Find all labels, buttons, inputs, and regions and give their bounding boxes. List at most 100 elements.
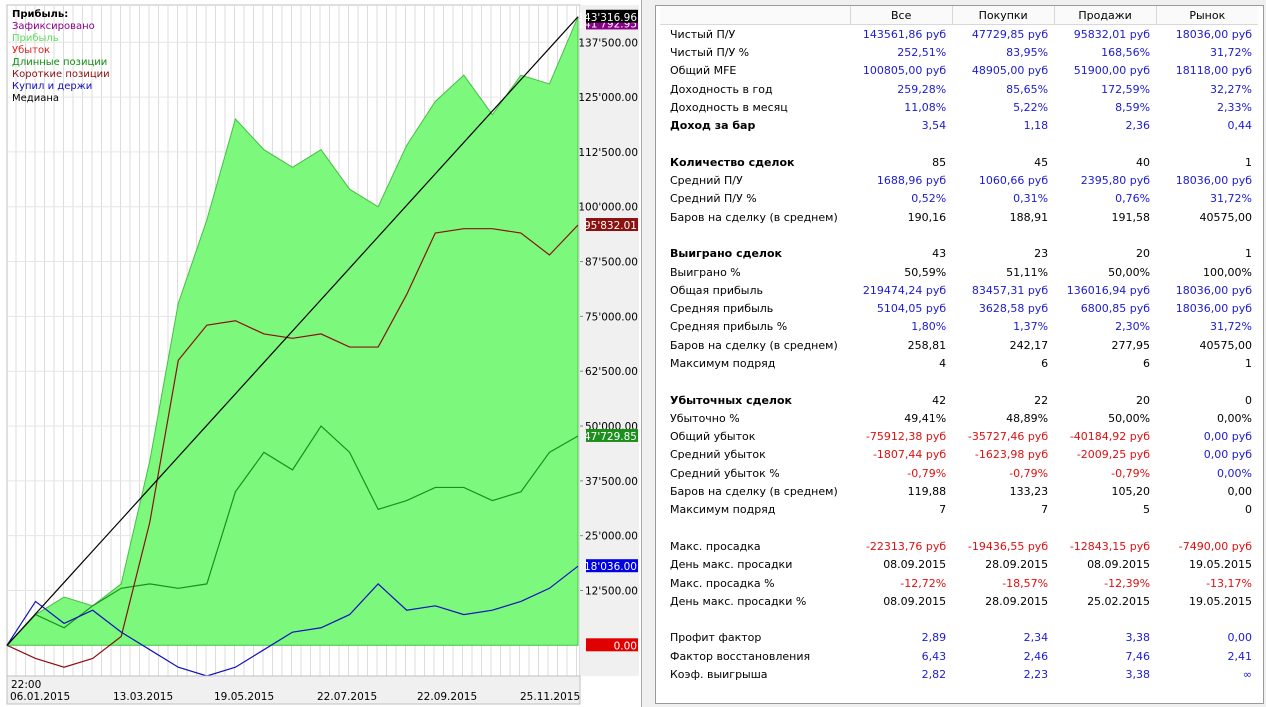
row-value: 40: [1136, 155, 1151, 169]
row-value: 51,11%: [1006, 265, 1049, 279]
row-value: 0,31%: [1013, 192, 1049, 206]
x-tick-label: 22.09.2015: [417, 691, 477, 703]
row-value: 0,00: [1227, 485, 1253, 499]
row-value: -40184,92 руб: [1069, 430, 1151, 444]
equity-chart-panel[interactable]: 137'500.00 125'000.00 112'500.00 100'000.00…: [0, 0, 642, 707]
row-value: 0,00 руб: [1203, 448, 1252, 462]
row-value: 6800,85 руб: [1080, 302, 1151, 316]
row-label: Макс. просадка %: [670, 576, 775, 590]
equity-chart[interactable]: 137'500.00 125'000.00 112'500.00 100'000.00…: [0, 0, 641, 707]
table-row: Баров на сделку (в среднем) 190,16 188,91 1…: [660, 208, 1258, 226]
row-value: 100805,00 руб: [862, 64, 947, 78]
row-label: Средний П/У: [670, 174, 743, 188]
row-value: -12,72%: [900, 576, 947, 590]
y-tick-label: 37'500.00: [585, 476, 638, 488]
row-value: 32,27%: [1210, 82, 1252, 96]
row-value: 83457,31 руб: [971, 283, 1049, 297]
table-row: Максимум подряд 7 7 5 0: [660, 501, 1258, 519]
row-value: 136016,94 руб: [1066, 283, 1151, 297]
marker-long-label: 47'729.85: [584, 431, 637, 443]
row-value: 6,43: [921, 649, 947, 663]
row-label: Баров на сделку (в среднем): [670, 210, 838, 224]
row-label: Баров на сделку (в среднем): [670, 338, 838, 352]
row-value: 83,95%: [1006, 45, 1049, 59]
row-value: 0,00%: [1217, 411, 1252, 425]
y-tick-label: 112'500.00: [578, 147, 638, 159]
header-sells[interactable]: Продажи: [1053, 6, 1157, 25]
row-value: 19.05.2015: [1189, 558, 1252, 572]
row-value: 2,33%: [1217, 100, 1252, 114]
row-label: Средняя прибыль %: [670, 320, 788, 334]
row-label: Чистый П/У: [670, 27, 736, 41]
row-value: 40575,00: [1199, 338, 1253, 352]
row-label: День макс. просадки: [670, 558, 793, 572]
row-label: Средний убыток: [670, 448, 766, 462]
row-value: 1,37%: [1013, 320, 1049, 334]
row-value: 119,88: [907, 485, 947, 499]
row-label: Общий убыток: [670, 430, 756, 444]
row-label: Доход за бар: [670, 119, 756, 133]
row-value: 3628,58 руб: [978, 302, 1049, 316]
row-label: Убыточных сделок: [670, 393, 793, 407]
row-value: 43: [932, 247, 947, 261]
row-value: 6: [1143, 356, 1151, 370]
row-label: День макс. просадки %: [670, 594, 807, 608]
row-value: 0,44: [1227, 119, 1253, 133]
table-row: Доход за бар 3,54 1,18 2,36 0,44: [660, 116, 1258, 134]
table-row: Средний убыток % -0,79% -0,79% -0,79% 0,00%: [660, 464, 1258, 482]
row-value: 19.05.2015: [1189, 594, 1252, 608]
y-tick-label: 87'500.00: [585, 257, 638, 269]
row-value: 50,59%: [904, 265, 947, 279]
row-value: 6: [1041, 356, 1049, 370]
row-value: 22: [1034, 393, 1049, 407]
table-row: Профит фактор 2,89 2,34 3,38 0,00: [660, 629, 1258, 647]
row-value: 188,91: [1009, 210, 1049, 224]
row-value: 50,00%: [1108, 265, 1151, 279]
x-axis-area: [6, 675, 581, 705]
y-tick-label: 75'000.00: [585, 311, 638, 323]
row-label: Общая прибыль: [670, 283, 763, 297]
row-value: 168,56%: [1101, 45, 1151, 59]
table-row: Общий убыток -75912,38 руб -35727,46 руб -4…: [660, 428, 1258, 446]
marker-bh-label: 18'036.00: [584, 561, 637, 573]
legend-item-median: Медиана: [12, 93, 59, 104]
row-value: 20: [1136, 247, 1151, 261]
statistics-panel[interactable]: Все Покупки Продажи Рынок Чистый П/У 1435…: [655, 5, 1264, 704]
row-value: ∞: [1242, 668, 1252, 682]
table-row: Фактор восстановления 6,43 2,46 7,46 2,41: [660, 647, 1258, 665]
header-market[interactable]: Рынок: [1155, 6, 1258, 25]
spacer-cell: [660, 611, 1258, 629]
table-spacer-row: [660, 135, 1258, 153]
row-value: -12843,15 руб: [1069, 539, 1151, 553]
row-value: 20: [1136, 393, 1151, 407]
row-label: Убыточно %: [670, 411, 740, 425]
row-value: 4: [939, 356, 947, 370]
row-value: -2009,25 руб: [1076, 448, 1151, 462]
table-row: Средний П/У 1688,96 руб 1060,66 руб 2395,80…: [660, 171, 1258, 189]
row-value: 3,38: [1125, 668, 1151, 682]
marker-profit-label: 143'316.96: [577, 12, 637, 24]
row-value: 1,18: [1023, 119, 1049, 133]
table-spacer-row: [660, 226, 1258, 244]
row-value: 2,46: [1023, 649, 1049, 663]
row-value: 7,46: [1125, 649, 1151, 663]
header-buys[interactable]: Покупки: [951, 6, 1055, 25]
row-label: Макс. просадка: [670, 539, 761, 553]
row-value: 18036,00 руб: [1175, 174, 1252, 188]
row-value: 28.09.2015: [985, 594, 1049, 608]
table-row: Максимум подряд 4 6 6 1: [660, 354, 1258, 372]
table-row: Макс. просадка % -12,72% -18,57% -12,39% -13…: [660, 574, 1258, 592]
row-label: Доходность в год: [670, 82, 773, 96]
table-row: Выиграно сделок 43 23 20 1: [660, 245, 1258, 263]
spacer-cell: [660, 373, 1258, 391]
y-tick-label: 25'000.00: [585, 531, 638, 543]
row-value: 2395,80 руб: [1080, 174, 1151, 188]
row-value: 190,16: [907, 210, 947, 224]
row-value: 3,38: [1125, 631, 1151, 645]
table-row: Убыточных сделок 42 22 20 0: [660, 391, 1258, 409]
row-value: 2,23: [1023, 668, 1049, 682]
y-tick-label: 12'500.00: [585, 585, 638, 597]
header-all[interactable]: Все: [849, 6, 953, 25]
row-value: -0,79%: [1111, 466, 1151, 480]
y-tick-label: 125'000.00: [578, 92, 638, 104]
